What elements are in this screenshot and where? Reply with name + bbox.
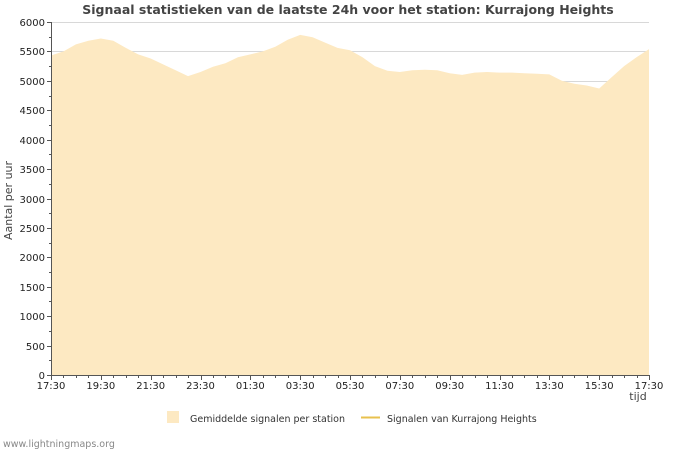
- x-tick-label: 19:30: [86, 381, 115, 392]
- x-tick-label: 17:30: [635, 381, 664, 392]
- y-tick-label: 3000: [20, 195, 45, 206]
- y-tick-label: 4000: [20, 136, 45, 147]
- y-tick-label: 2000: [20, 253, 45, 264]
- x-tick-label: 21:30: [136, 381, 165, 392]
- y-axis-label: Aantal per uur: [2, 160, 15, 240]
- y-tick-label: 1500: [20, 283, 45, 294]
- y-tick-label: 6000: [20, 18, 45, 29]
- x-tick-label: 03:30: [286, 381, 315, 392]
- y-tick-label: 500: [26, 342, 45, 353]
- x-tick-label: 09:30: [435, 381, 464, 392]
- x-tick-label: 05:30: [336, 381, 365, 392]
- x-tick-label: 15:30: [585, 381, 614, 392]
- legend-swatch-average-signals: [167, 411, 179, 423]
- x-tick-label: 11:30: [485, 381, 514, 392]
- y-tick-label: 0: [39, 371, 45, 382]
- x-axis-label: tijd: [629, 390, 646, 403]
- x-tick-label: 23:30: [186, 381, 215, 392]
- y-tick-label: 5000: [20, 77, 45, 88]
- x-tick-label: 17:30: [37, 381, 66, 392]
- x-tick-label: 07:30: [385, 381, 414, 392]
- x-tick-label: 13:30: [535, 381, 564, 392]
- series-area-average-signals: [51, 34, 649, 376]
- site-credit: www.lightningmaps.org: [3, 439, 115, 450]
- legend-label-average-signals: Gemiddelde signalen per station: [190, 414, 345, 425]
- y-tick-label: 4500: [20, 106, 45, 117]
- y-tick-label: 2500: [20, 224, 45, 235]
- x-tick-label: 01:30: [236, 381, 265, 392]
- y-tick-label: 5500: [20, 47, 45, 58]
- y-tick-label: 1000: [20, 312, 45, 323]
- x-axis-ticks: 17:30 19:30 21:30 23:30 01:30 03:30 05:30 07:30…: [37, 375, 664, 392]
- legend-label-station-signals: Signalen van Kurrajong Heights: [387, 414, 537, 425]
- legend: Gemiddelde signalen per station Signalen…: [167, 411, 537, 425]
- y-axis-ticks: 0 500 1000 1500 2000 2500 3000 3500 4000 4500 5000…: [20, 18, 51, 382]
- chart-title: Signaal statistieken van de laatste 24h …: [82, 2, 613, 17]
- y-tick-label: 3500: [20, 165, 45, 176]
